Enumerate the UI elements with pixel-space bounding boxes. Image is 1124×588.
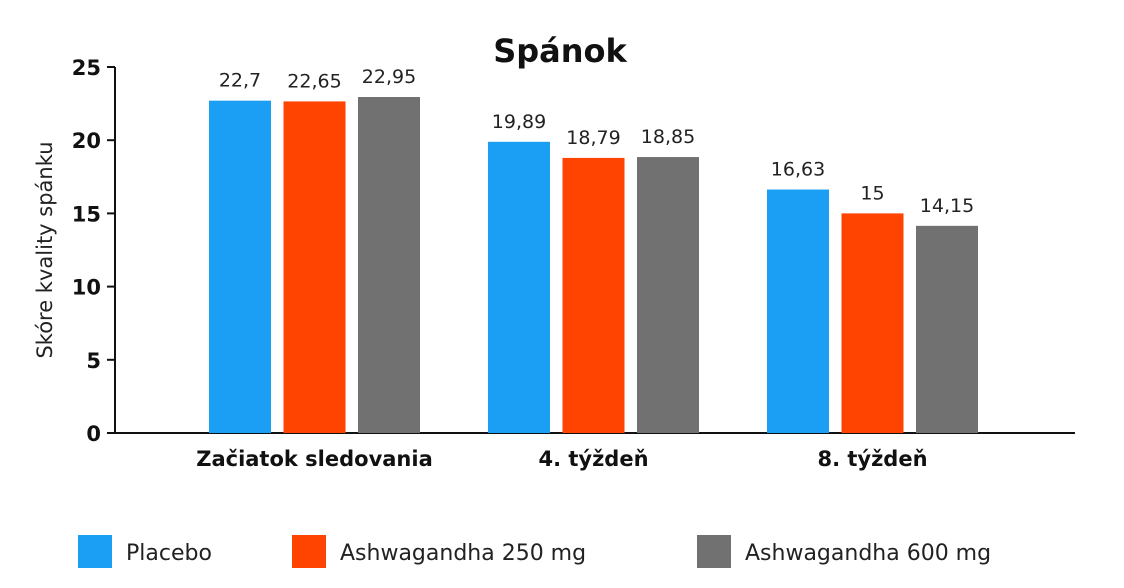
data-label: 22,95 — [362, 66, 416, 88]
y-tick-label: 15 — [72, 202, 101, 226]
bar — [767, 189, 829, 433]
y-tick-label: 0 — [86, 422, 101, 446]
bar — [562, 157, 625, 433]
y-tick-label: 20 — [72, 129, 101, 153]
data-label: 18,85 — [641, 126, 695, 148]
data-label: 16,63 — [771, 159, 825, 181]
bar — [283, 101, 346, 434]
bar — [488, 141, 550, 433]
data-label: 22,7 — [219, 70, 261, 92]
data-label: 14,15 — [920, 195, 974, 217]
data-label: 18,79 — [566, 127, 620, 149]
legend-label: Placebo — [126, 541, 212, 566]
bar — [209, 100, 271, 433]
legend-swatch — [292, 535, 326, 568]
data-label: 19,89 — [492, 111, 546, 133]
y-axis-label: Skóre kvality spánku — [33, 141, 57, 358]
y-tick-label: 5 — [86, 349, 101, 373]
legend-label: Ashwagandha 250 mg — [340, 541, 586, 566]
legend-label: Ashwagandha 600 mg — [745, 541, 991, 566]
bar — [637, 157, 699, 433]
y-tick-label: 25 — [72, 56, 101, 80]
y-tick-label: 10 — [72, 276, 101, 300]
legend-swatch — [697, 535, 731, 568]
bar — [916, 225, 978, 433]
chart-title: Spánok — [493, 32, 627, 70]
data-label: 15 — [860, 182, 884, 204]
bar — [841, 213, 904, 433]
legend-swatch — [78, 535, 112, 568]
data-label: 22,65 — [287, 70, 341, 92]
x-category-label: 4. týždeň — [538, 447, 648, 471]
x-category-label: 8. týždeň — [817, 447, 927, 471]
bar — [358, 97, 420, 434]
x-category-label: Začiatok sledovania — [196, 447, 433, 471]
